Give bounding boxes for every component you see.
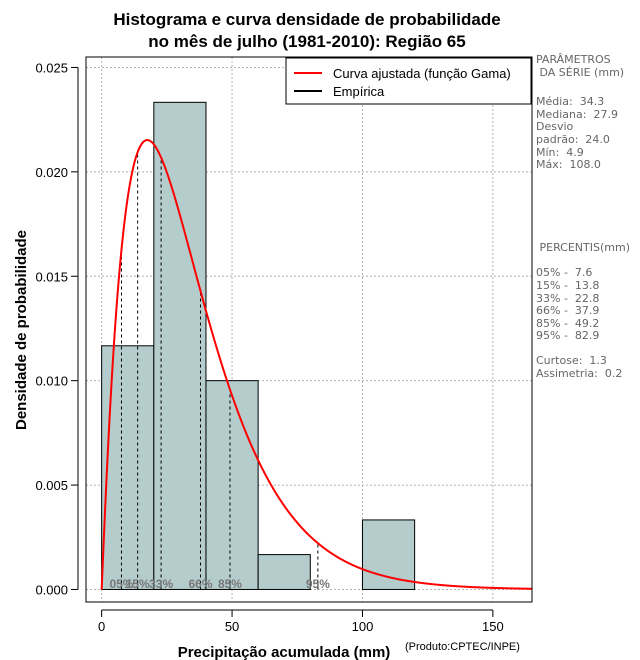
params-title: PARÂMETROS DA SÉRIE (mm) xyxy=(536,53,625,79)
product-credit: (Produto:CPTEC/INPE) xyxy=(405,641,520,653)
x-tick-label-0: 0 xyxy=(98,619,105,634)
shape-stats: Curtose: 1.3 Assimetria: 0.2 xyxy=(536,353,623,380)
histogram-bar-3 xyxy=(257,554,311,590)
percentile-labels: 05%15% 33% 66% 85% 95% xyxy=(109,577,330,591)
percentile-label-4: 85% xyxy=(218,577,242,591)
percentile-label-5: 95% xyxy=(306,577,330,591)
params-values: Média: 34.3 Mediana: 27.9 Desvio padrão:… xyxy=(536,95,618,172)
y-axis: 0.000 0.005 0.010 0.015 0.020 0.025 xyxy=(35,60,79,597)
y-tick-label-4: 0.020 xyxy=(35,165,68,180)
y-tick-label-5: 0.025 xyxy=(35,60,68,75)
percentile-label-3: 66% xyxy=(188,577,212,591)
x-axis: 0 50 100 150 xyxy=(98,609,504,634)
legend: Curva ajustada (função Gama) Empírica xyxy=(285,57,532,105)
x-tick-label-2: 100 xyxy=(352,619,374,634)
legend-box xyxy=(285,57,532,105)
x-axis-label: Precipitação acumulada (mm) xyxy=(178,644,391,660)
percentile-label-1: 15% xyxy=(126,577,150,591)
y-axis-label: Densidade de probabilidade xyxy=(13,230,30,430)
x-tick-label-3: 150 xyxy=(482,619,504,634)
x-tick-label-1: 50 xyxy=(225,619,239,634)
plot-frame xyxy=(85,56,533,603)
legend-label-empirica: Empírica xyxy=(333,84,385,99)
percentile-label-2: 33% xyxy=(149,577,173,591)
histogram-bar-1 xyxy=(153,101,207,590)
chart-title-line2: no mês de julho (1981-2010): Região 65 xyxy=(148,32,465,51)
y-tick-label-1: 0.005 xyxy=(35,478,68,493)
histogram-bar-5 xyxy=(361,519,416,590)
gamma-curve xyxy=(100,139,533,590)
histogram-bar-0 xyxy=(101,345,155,590)
percentile-label-0: 05% xyxy=(109,577,133,591)
statistics-panel: PARÂMETROS DA SÉRIE (mm) Média: 34.3 Med… xyxy=(536,53,640,380)
histogram-bars xyxy=(101,101,416,590)
percentis-title: PERCENTIS(mm) xyxy=(536,240,630,254)
histogram-bar-2 xyxy=(205,380,259,590)
y-tick-label-0: 0.000 xyxy=(35,582,68,597)
percentile-lines xyxy=(120,152,319,590)
y-tick-label-3: 0.015 xyxy=(35,269,68,284)
grid xyxy=(86,57,532,602)
legend-label-gamma: Curva ajustada (função Gama) xyxy=(333,66,511,81)
y-tick-label-2: 0.010 xyxy=(35,374,68,389)
chart-title-line1: Histograma e curva densidade de probabil… xyxy=(113,10,500,29)
percentis-values: 05% - 7.6 15% - 13.8 33% - 22.8 66% - 37… xyxy=(536,266,600,343)
